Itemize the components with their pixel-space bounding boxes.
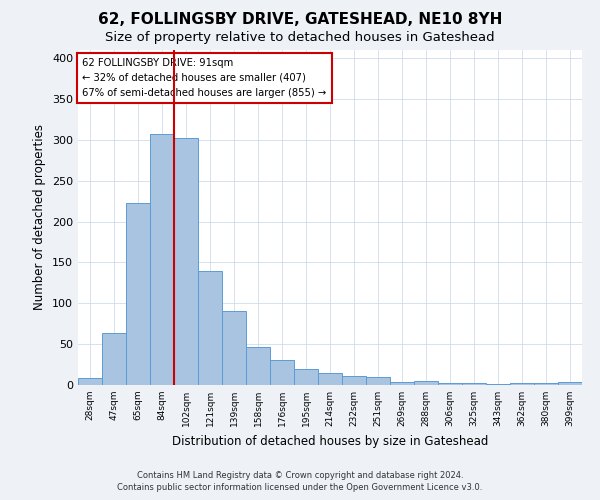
Bar bbox=[342, 376, 366, 385]
X-axis label: Distribution of detached houses by size in Gateshead: Distribution of detached houses by size … bbox=[172, 434, 488, 448]
Text: Size of property relative to detached houses in Gateshead: Size of property relative to detached ho… bbox=[105, 31, 495, 44]
Y-axis label: Number of detached properties: Number of detached properties bbox=[34, 124, 46, 310]
Bar bbox=[462, 384, 486, 385]
Bar bbox=[294, 368, 318, 385]
Bar bbox=[486, 384, 510, 385]
Bar bbox=[150, 134, 174, 385]
Bar bbox=[78, 378, 102, 385]
Bar bbox=[102, 332, 126, 385]
Bar bbox=[198, 270, 222, 385]
Text: 62, FOLLINGSBY DRIVE, GATESHEAD, NE10 8YH: 62, FOLLINGSBY DRIVE, GATESHEAD, NE10 8Y… bbox=[98, 12, 502, 28]
Bar bbox=[222, 312, 246, 385]
Bar bbox=[366, 377, 390, 385]
Text: Contains HM Land Registry data © Crown copyright and database right 2024.
Contai: Contains HM Land Registry data © Crown c… bbox=[118, 471, 482, 492]
Bar bbox=[438, 382, 462, 385]
Bar bbox=[174, 138, 198, 385]
Bar bbox=[270, 360, 294, 385]
Bar bbox=[390, 382, 414, 385]
Bar bbox=[558, 382, 582, 385]
Bar bbox=[318, 372, 342, 385]
Bar bbox=[414, 381, 438, 385]
Text: 62 FOLLINGSBY DRIVE: 91sqm
← 32% of detached houses are smaller (407)
67% of sem: 62 FOLLINGSBY DRIVE: 91sqm ← 32% of deta… bbox=[82, 58, 326, 98]
Bar bbox=[246, 348, 270, 385]
Bar bbox=[510, 382, 534, 385]
Bar bbox=[126, 203, 150, 385]
Bar bbox=[534, 384, 558, 385]
